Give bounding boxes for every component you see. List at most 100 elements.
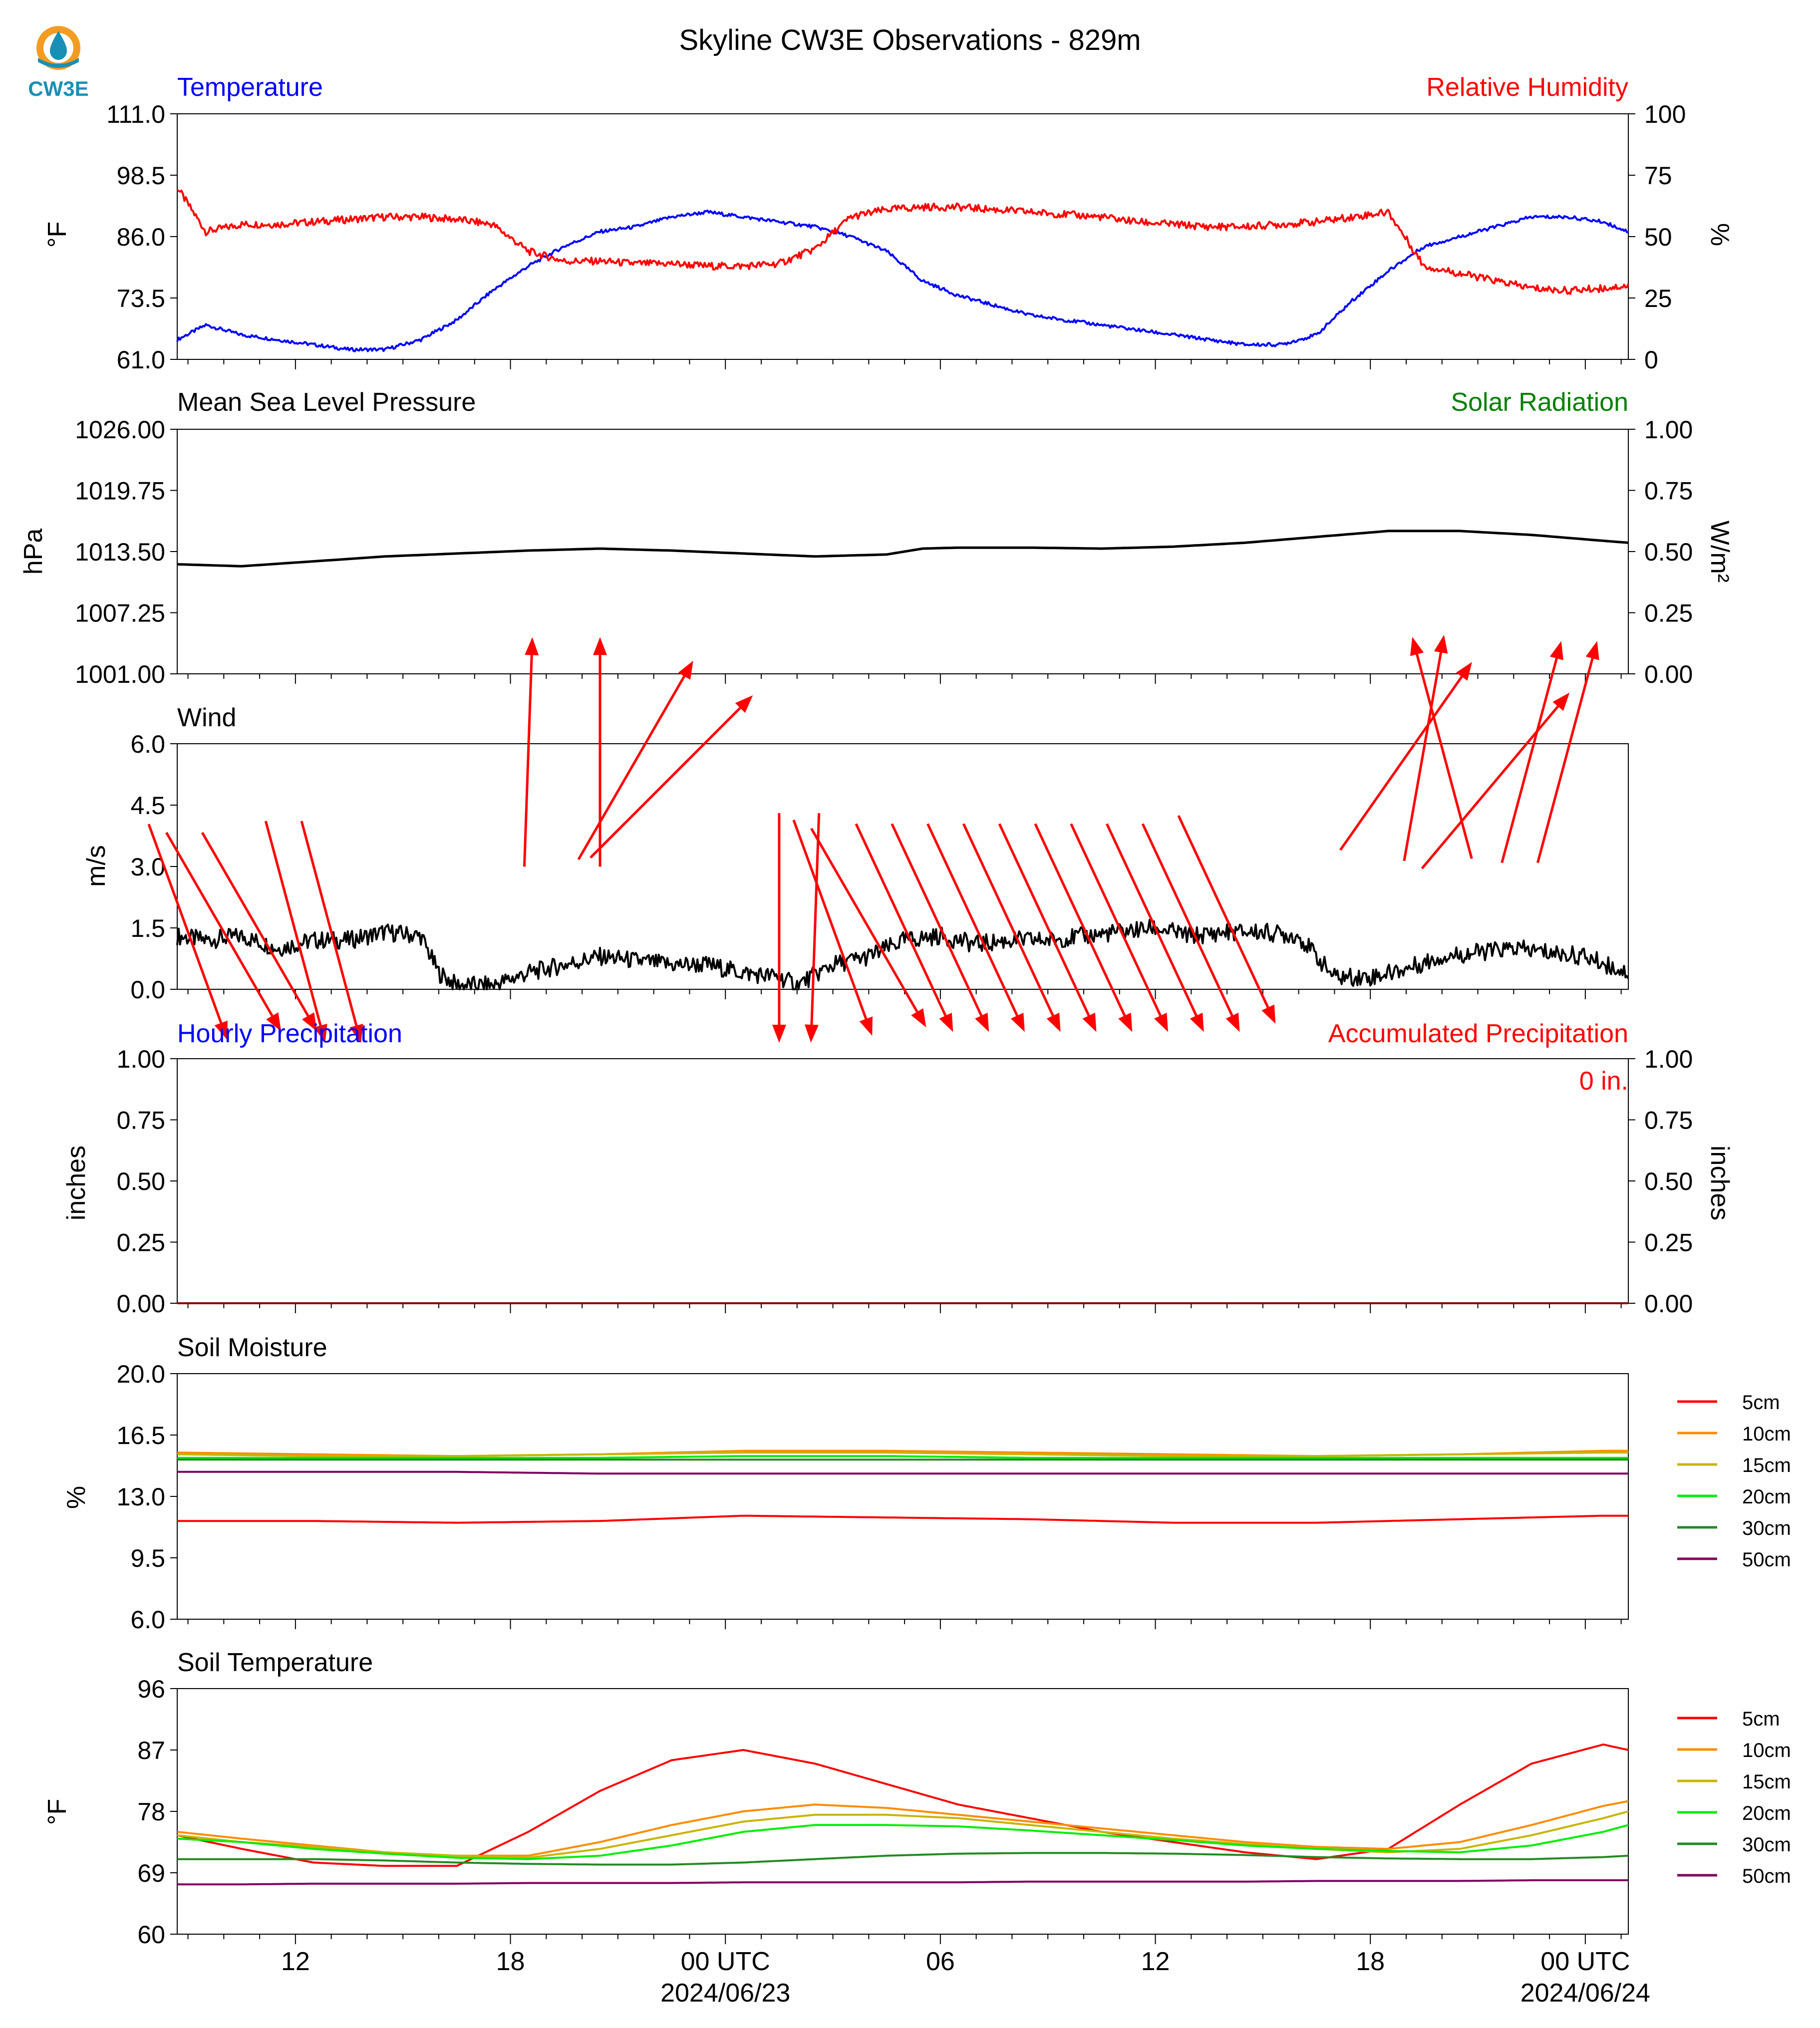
y-tick-label: 1026.00 — [75, 416, 165, 444]
legend-item: 20cm — [1677, 1486, 1791, 1508]
wind-arrow-head — [1046, 1012, 1061, 1032]
wind-arrow-shaft — [855, 823, 947, 1016]
wind-arrow — [962, 823, 1061, 1032]
wind-arrow-head — [349, 1024, 363, 1043]
panel-soil-temperature: Soil Temperature °F 96 87 78 69 60 5cm 10cm 15… — [43, 1648, 1791, 1949]
legend-item: 5cm — [1677, 1392, 1780, 1414]
wind-arrow-head — [1082, 1012, 1097, 1032]
y-tick-label: 78 — [137, 1798, 165, 1826]
wind-arrow-shaft — [1106, 823, 1198, 1016]
legend-item: 50cm — [1677, 1865, 1791, 1887]
wind-arrow — [1339, 662, 1472, 851]
wind-arrow-shaft — [1501, 658, 1558, 864]
wind-arrow-head — [911, 1008, 926, 1028]
panel-soil-moisture: Soil Moisture % 20.0 16.5 13.0 9.5 6.0 5cm 10… — [62, 1333, 1791, 1634]
wind-arrow-head — [266, 1012, 282, 1032]
y-right-tick-label: 0.25 — [1644, 1229, 1693, 1257]
wind-arrow-head — [1549, 641, 1563, 660]
panel-temperature-humidity: Temperature Relative Humidity °F % 111.0… — [43, 73, 1734, 374]
panel-title-relative-humidity: Relative Humidity — [1426, 73, 1628, 102]
series-line-15cm — [177, 1451, 1628, 1457]
wind-arrow-shaft — [577, 675, 685, 861]
y-tick-label: 9.5 — [130, 1544, 165, 1572]
y-tick-label: 86.0 — [117, 223, 165, 251]
y-tick-label: 6.0 — [130, 730, 165, 758]
pressure-plot: 1026.00 1019.75 1013.50 1007.25 1001.00 1.00 0… — [75, 416, 1693, 688]
precipitation-plot: 1.00 0.75 0.50 0.25 0.00 1.00 0.75 0.50 0.25 0.00 — [117, 1045, 1693, 1318]
y-tick-label: 0.50 — [117, 1167, 165, 1195]
wind-arrow-shaft — [810, 813, 821, 1025]
wind-arrow-head — [1261, 1004, 1276, 1024]
panel-title-wind: Wind — [177, 703, 236, 732]
legend-item: 30cm — [1677, 1834, 1791, 1856]
x-tick-label: 12 — [281, 1947, 310, 1976]
wind-arrow-head — [939, 1012, 953, 1032]
wind-arrow-head — [804, 1024, 819, 1043]
panel-title-pressure: Mean Sea Level Pressure — [177, 388, 476, 417]
wind-arrow-head — [525, 637, 539, 655]
wind-arrow — [165, 832, 282, 1032]
panel-wind: Wind m/s 6.0 4.5 3.0 1.5 0.0 — [82, 634, 1629, 1043]
x-date-label: 2024/06/23 — [660, 1979, 790, 2008]
ylabel-pressure: hPa — [19, 529, 48, 575]
wind-arrow-head — [1010, 1012, 1025, 1032]
wind-arrow-head — [1456, 662, 1472, 681]
wind-arrow — [1177, 815, 1276, 1024]
wind-arrow — [891, 823, 989, 1032]
wind-arrow-head — [678, 660, 693, 680]
panel-title-solar-radiation: Solar Radiation — [1451, 388, 1628, 417]
wind-arrow — [1501, 641, 1563, 864]
y-tick-label: 16.5 — [117, 1422, 165, 1449]
y-tick-label: 1.00 — [117, 1045, 165, 1073]
plot-frame — [177, 1688, 1629, 1935]
wind-arrow-head — [313, 1024, 327, 1043]
wind-arrow — [201, 832, 317, 1032]
wind-arrow — [804, 813, 821, 1043]
wind-arrow — [998, 823, 1097, 1032]
wind-arrow-shaft — [792, 820, 868, 1020]
figure-title: Skyline CW3E Observations - 829m — [679, 24, 1141, 56]
wind-arrow — [1410, 637, 1473, 860]
wind-arrow-shaft — [1070, 823, 1162, 1016]
wind-arrow-shaft — [962, 823, 1054, 1016]
panel-title-temperature: Temperature — [177, 73, 323, 102]
wind-arrow-shaft — [1536, 658, 1594, 864]
y-right-tick-label: 1.00 — [1644, 416, 1693, 444]
wind-plot: 6.0 4.5 3.0 1.5 0.0 — [130, 634, 1629, 1043]
wind-arrow-head — [1154, 1012, 1168, 1032]
ylabel-soil-moisture: % — [62, 1486, 91, 1509]
wind-arrow-head — [859, 1016, 873, 1036]
wind-arrow — [1141, 823, 1240, 1032]
wind-arrow-shaft — [201, 832, 309, 1017]
wind-arrow — [772, 813, 786, 1043]
series-line-wind-speed — [176, 919, 1629, 990]
plot-frame — [177, 1058, 1629, 1304]
x-tick-label: 00 UTC — [1540, 1947, 1630, 1976]
wind-arrow — [855, 823, 953, 1032]
y-tick-label: 87 — [137, 1737, 165, 1764]
legend-label: 5cm — [1742, 1708, 1780, 1730]
panel-title-soil-moisture: Soil Moisture — [177, 1333, 327, 1362]
x-tick-label: 06 — [926, 1947, 955, 1976]
legend-label: 30cm — [1742, 1834, 1791, 1856]
y-tick-label: 0.25 — [117, 1229, 165, 1257]
wind-arrow-shaft — [810, 828, 918, 1013]
y-right-tick-label: 0.75 — [1644, 1107, 1693, 1135]
legend-item: 20cm — [1677, 1802, 1791, 1824]
y-tick-label: 1.5 — [130, 914, 165, 942]
ylabel-precipitation: inches — [62, 1146, 91, 1220]
series-line-5cm — [177, 1514, 1628, 1524]
wind-arrow-head — [1585, 641, 1599, 660]
wind-arrow-shaft — [1141, 823, 1233, 1016]
panel-title-soil-temperature: Soil Temperature — [177, 1648, 373, 1677]
ylabel-soil-temperature: °F — [43, 1799, 72, 1825]
wind-arrow-head — [1410, 637, 1424, 656]
ylabel-temperature: °F — [43, 222, 72, 248]
y-tick-label: 6.0 — [130, 1606, 165, 1634]
legend-item: 10cm — [1677, 1739, 1791, 1761]
y-right-tick-label: 0.50 — [1644, 538, 1693, 566]
panel-title-accumulated-precipitation: Accumulated Precipitation — [1328, 1019, 1628, 1048]
y-tick-label: 60 — [137, 1921, 165, 1949]
ylabel-humidity: % — [1705, 223, 1734, 246]
